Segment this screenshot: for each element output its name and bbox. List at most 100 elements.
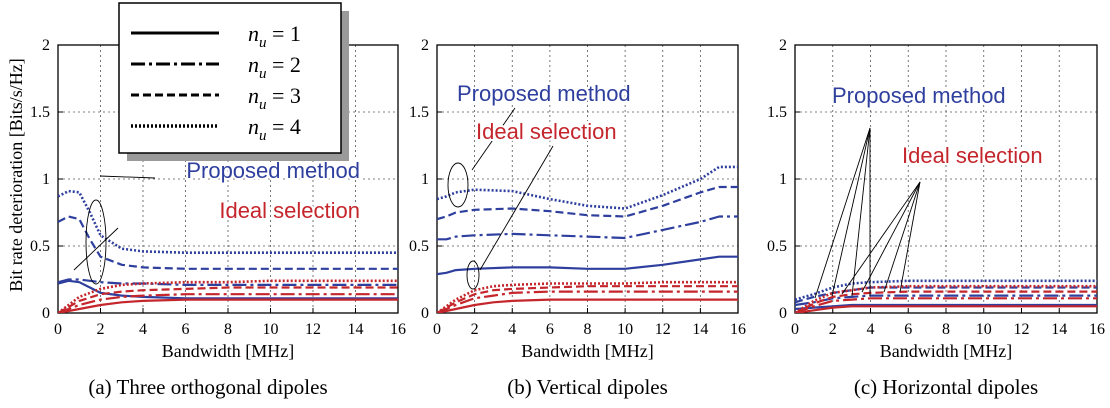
group-ellipse — [447, 162, 469, 208]
proposed-method-label: Proposed method — [457, 81, 631, 106]
legend-label: nu = 3 — [248, 83, 301, 113]
x-axis-label: Bandwidth [MHz] — [521, 341, 653, 361]
x-tick-label: 6 — [182, 321, 190, 338]
leader-line — [479, 145, 554, 271]
x-tick-label: 12 — [305, 321, 321, 338]
y-tick-label: 0.5 — [30, 238, 50, 255]
ideal-selection-label: Ideal selection — [219, 198, 360, 223]
x-tick-label: 12 — [1014, 321, 1030, 338]
y-tick-label: 1.5 — [767, 104, 787, 121]
ideal-selection-label: Ideal selection — [902, 143, 1043, 168]
x-tick-label: 16 — [730, 321, 746, 338]
x-tick-label: 4 — [139, 321, 147, 338]
x-tick-label: 6 — [546, 321, 554, 338]
proposed-method-label: Proposed method — [832, 83, 1006, 108]
leader-line — [841, 181, 921, 295]
proposed-method-label: Proposed method — [186, 158, 360, 183]
series-line-ideal-2 — [58, 293, 398, 313]
leader-line — [851, 127, 871, 297]
x-axis-label: Bandwidth [MHz] — [880, 341, 1012, 361]
series-line-proposed-4 — [437, 165, 738, 210]
series-line-ideal-1 — [795, 305, 1097, 313]
annotation-leaders — [73, 175, 156, 285]
leader-line — [471, 107, 516, 171]
series-line-proposed-3 — [437, 185, 738, 221]
y-tick-label: 2 — [421, 37, 429, 54]
series-line-ideal-2 — [795, 297, 1097, 313]
y-tick-label: 1 — [42, 171, 50, 188]
series-line-proposed-1 — [58, 279, 398, 300]
series-line-proposed-3 — [58, 215, 398, 270]
x-tick-label: 4 — [867, 321, 875, 338]
series-line-ideal-4 — [795, 284, 1097, 313]
y-tick-label: 0 — [421, 305, 429, 322]
series-line-ideal-3 — [58, 286, 398, 313]
x-tick-label: 2 — [471, 321, 479, 338]
y-tick-label: 0 — [779, 305, 787, 322]
legend-label: nu = 1 — [248, 21, 301, 51]
x-tick-label: 8 — [584, 321, 592, 338]
series-group — [795, 279, 1097, 313]
x-tick-label: 2 — [829, 321, 837, 338]
y-tick-label: 2 — [42, 37, 50, 54]
series-line-ideal-4 — [437, 280, 738, 313]
x-tick-label: 8 — [942, 321, 950, 338]
leader-line — [73, 227, 119, 271]
x-tick-label: 4 — [508, 321, 516, 338]
x-tick-label: 6 — [904, 321, 912, 338]
x-tick-label: 12 — [655, 321, 671, 338]
x-tick-label: 16 — [1089, 321, 1105, 338]
y-tick-label: 1.5 — [30, 104, 50, 121]
series-line-proposed-2 — [437, 215, 738, 241]
x-tick-label: 0 — [791, 321, 799, 338]
x-tick-label: 8 — [224, 321, 232, 338]
x-tick-label: 2 — [97, 321, 105, 338]
group-ellipse — [85, 199, 107, 285]
series-line-ideal-4 — [58, 279, 398, 313]
y-tick-label: 2 — [779, 37, 787, 54]
x-tick-label: 14 — [692, 321, 708, 338]
x-tick-label: 10 — [617, 321, 633, 338]
legend-box — [118, 2, 342, 154]
series-line-ideal-1 — [437, 298, 738, 313]
y-tick-label: 0.5 — [409, 238, 429, 255]
x-tick-label: 14 — [348, 321, 364, 338]
series-line-ideal-3 — [437, 285, 738, 313]
panel-caption: (b) Vertical dipoles — [507, 375, 668, 399]
grid — [437, 45, 738, 313]
leader-line — [861, 181, 921, 293]
y-tick-label: 0 — [42, 305, 50, 322]
x-tick-label: 14 — [1051, 321, 1067, 338]
grid — [795, 45, 1097, 313]
chart-panel-3: 0 2 4 6 8 10 12 14 16 0 0.5 1 1.5 2 Bandwidth [MHz] (c)… — [767, 37, 1105, 399]
leader-line — [814, 127, 871, 299]
group-ellipse — [466, 260, 480, 290]
annotation-leaders — [814, 127, 921, 299]
y-tick-label: 1 — [779, 171, 787, 188]
series-line-ideal-2 — [437, 290, 738, 313]
series-line-ideal-3 — [795, 290, 1097, 313]
x-tick-label: 10 — [976, 321, 992, 338]
legend: nu = 1nu = 2nu = 3nu = 4 — [118, 2, 349, 161]
series-group — [437, 165, 738, 313]
x-tick-label: 0 — [433, 321, 441, 338]
ideal-selection-label: Ideal selection — [476, 119, 617, 144]
y-tick-label: 1.5 — [409, 104, 429, 121]
series-line-proposed-1 — [795, 303, 1097, 311]
y-tick-label: 1 — [421, 171, 429, 188]
leader-line — [99, 175, 156, 179]
series-line-proposed-2 — [795, 294, 1097, 307]
series-line-proposed-4 — [58, 189, 398, 254]
annotation-leaders — [447, 107, 554, 290]
series-line-proposed-1 — [437, 255, 738, 276]
x-tick-label: 0 — [54, 321, 62, 338]
panel-caption: (c) Horizontal dipoles — [854, 375, 1038, 399]
y-tick-label: 0.5 — [767, 238, 787, 255]
chart-panel-1: 0 2 4 6 8 10 12 14 16 0 0.5 1 1.5 2 Bandwidth [MHz] Bit… — [6, 37, 406, 399]
y-axis-label: Bit rate deterioration [Bits/s/Hz] — [6, 58, 26, 291]
leader-line — [831, 127, 871, 297]
series-line-proposed-4 — [795, 279, 1097, 301]
leader-line — [883, 181, 921, 293]
panel-caption: (a) Three orthogonal dipoles — [88, 375, 327, 399]
